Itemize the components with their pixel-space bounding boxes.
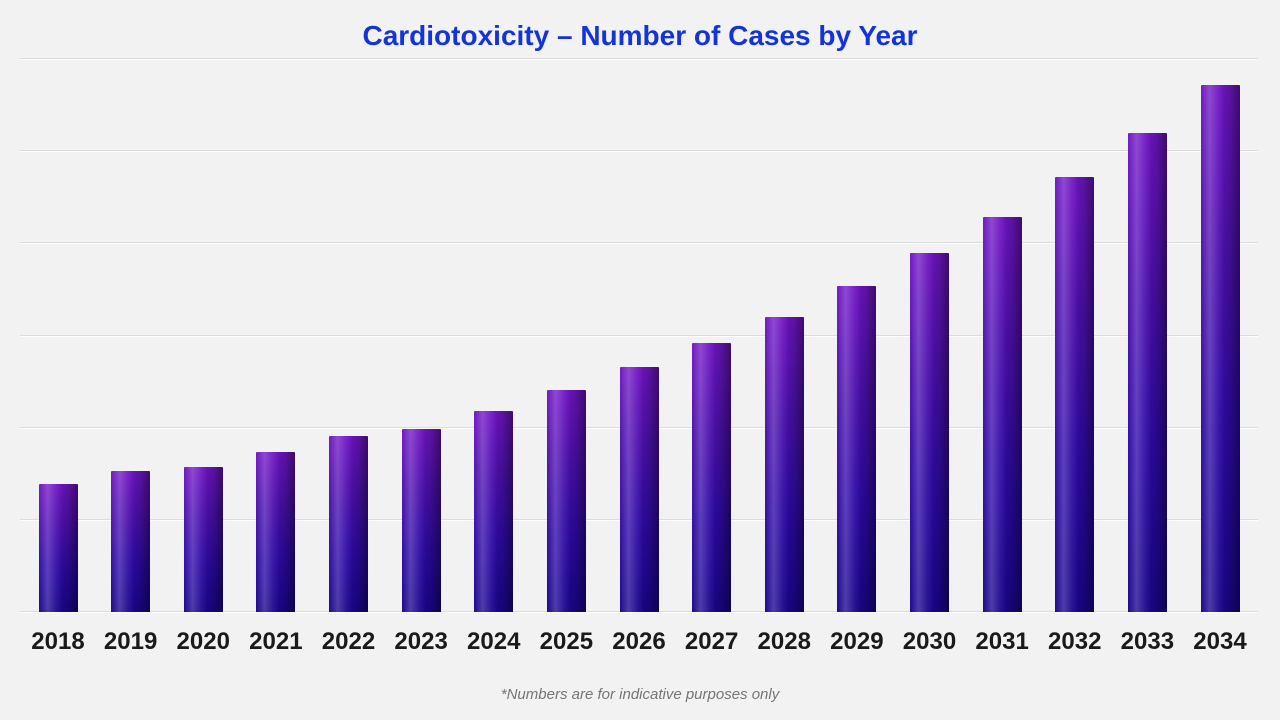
x-label-2030: 2030 [902, 628, 957, 655]
bar-2019 [111, 471, 151, 612]
gridline [20, 242, 1258, 244]
bar-2026 [619, 367, 659, 612]
bar-2024 [474, 411, 514, 612]
bar-2031 [982, 217, 1022, 612]
bar-2030 [910, 253, 949, 612]
bar-2023 [401, 429, 441, 612]
x-label-2019: 2019 [103, 628, 158, 655]
x-label-2028: 2028 [757, 628, 811, 655]
x-label-2024: 2024 [467, 628, 521, 655]
x-label-2027: 2027 [684, 628, 739, 655]
bar-2021 [256, 452, 296, 612]
x-label-2020: 2020 [176, 628, 230, 655]
x-label-2021: 2021 [249, 628, 303, 655]
x-label-2032: 2032 [1048, 628, 1102, 655]
x-axis: 2018 2019 2020 2021 2022 2023 2024 2025 2026 2027… [20, 625, 1258, 659]
x-label-2025: 2025 [539, 628, 594, 655]
x-label-2029: 2029 [830, 628, 884, 655]
gridline [20, 58, 1258, 59]
plot-area [20, 58, 1258, 612]
bar-2022 [329, 436, 368, 612]
bar-2025 [546, 390, 586, 612]
chart-footnote: *Numbers are for indicative purposes onl… [500, 686, 780, 703]
gridline [20, 334, 1258, 336]
x-label-2031: 2031 [975, 628, 1029, 655]
bar-2027 [692, 343, 732, 612]
x-label-2033: 2033 [1120, 628, 1175, 655]
bar-2034 [1200, 85, 1240, 612]
chart-title: Cardiotoxicity – Number of Cases by Year [362, 20, 918, 51]
x-label-2018: 2018 [31, 628, 85, 655]
bar-2020 [183, 467, 223, 612]
bar-2033 [1127, 133, 1167, 612]
x-label-2026: 2026 [612, 628, 666, 655]
bar-2029 [837, 286, 877, 612]
x-label-2022: 2022 [321, 628, 376, 655]
bar-2032 [1055, 177, 1095, 612]
x-label-2034: 2034 [1193, 628, 1247, 655]
bar-2028 [764, 317, 804, 612]
gridline [20, 150, 1258, 152]
x-label-2023: 2023 [394, 628, 448, 655]
bar-2018 [38, 484, 78, 612]
